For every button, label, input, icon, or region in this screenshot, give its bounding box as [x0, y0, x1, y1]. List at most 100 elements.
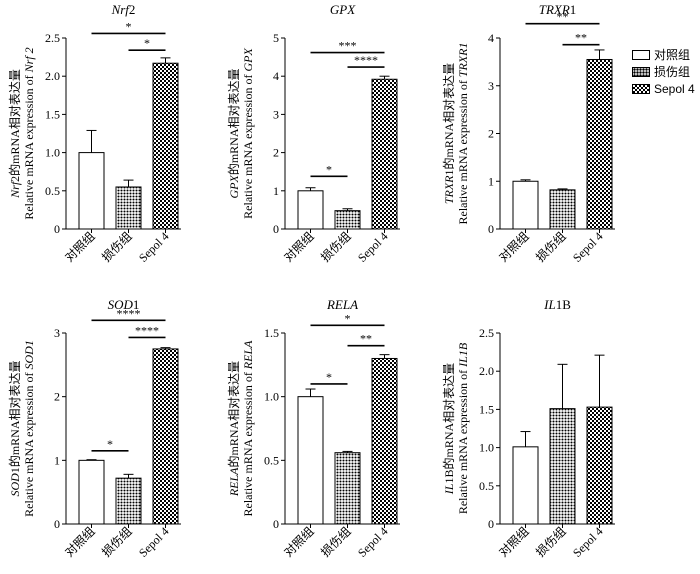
panel-title-gene: RELA [326, 297, 358, 312]
panel-title: Nrf2 [111, 2, 136, 17]
y-label-gene: GPX [241, 48, 255, 72]
y-tick-label: 0 [54, 517, 60, 531]
bar [78, 152, 105, 230]
y-tick-label: 0.5 [45, 184, 60, 198]
y-tick-label: 2.0 [479, 364, 494, 378]
x-tick-label: Sepol 4 [570, 229, 606, 265]
panel-title-suffix: 2 [129, 2, 136, 17]
y-tick-label: 4 [488, 31, 494, 45]
y-tick-label: 3 [54, 326, 60, 340]
panel-title: SOD1 [108, 297, 140, 312]
y-axis-label-cn: RELA的mRNA相对表达量 [226, 361, 241, 497]
significance-label: *** [339, 39, 357, 53]
panel-title-gene: TRXR [539, 2, 570, 17]
y-tick-label: 2 [54, 390, 60, 404]
y-tick-label: 1.5 [264, 326, 279, 340]
y-axis-label-cn: Nrf2的mRNA相对表达量 [7, 69, 22, 199]
y-axis-label-en: Relative mRNA expression of IL1B [456, 342, 470, 514]
legend-label: Sepol 4 [654, 81, 695, 96]
bar [297, 190, 324, 230]
significance-label: ** [557, 10, 569, 24]
legend-label: 损伤组 [654, 65, 691, 79]
y-tick-label: 0 [54, 222, 60, 236]
x-tick-label: Sepol 4 [355, 229, 391, 265]
x-tick-label: 损伤组 [99, 229, 134, 264]
bar [586, 406, 613, 525]
x-tick-label: Sepol 4 [136, 229, 172, 265]
x-tick-label: 对照组 [281, 524, 316, 559]
y-label-gene: IL1B [456, 342, 470, 368]
y-label-gene: TRXR1 [456, 43, 470, 78]
y-tick-label: 3 [273, 107, 279, 121]
x-tick-label: Sepol 4 [355, 524, 391, 560]
bar [297, 396, 324, 525]
x-tick-label: Sepol 4 [570, 524, 606, 560]
x-tick-label: 对照组 [62, 524, 97, 559]
y-axis-label-cn: SOD1的mRNA相对表达量 [7, 360, 22, 496]
y-label-cn-text: 的mRNA相对表达量 [226, 69, 241, 176]
legend-swatch-checker [632, 83, 650, 94]
y-tick-label: 2 [488, 127, 494, 141]
y-tick-label: 1 [273, 184, 279, 198]
x-tick-label: 损伤组 [533, 524, 568, 559]
x-tick-label: 对照组 [496, 524, 531, 559]
panel-title-suffix: 1 [570, 2, 577, 17]
y-label-gene: SOD [8, 473, 22, 497]
legend-label: 对照组 [654, 48, 691, 62]
significance-label: * [326, 162, 332, 176]
y-label-gene: Nrf [8, 180, 22, 199]
bar [78, 459, 105, 525]
x-tick-label: 损伤组 [318, 524, 353, 559]
y-tick-label: 2.5 [45, 31, 60, 45]
panel-title-gene: GPX [330, 2, 356, 17]
panel-title-suffix: 1B [556, 297, 572, 312]
y-label-en-text: Relative mRNA expression of [456, 367, 470, 514]
x-tick-label: 对照组 [281, 229, 316, 264]
panel-title: TRXR1 [539, 2, 577, 17]
y-tick-label: 2.0 [45, 69, 60, 83]
panel-title-gene: IL [543, 297, 556, 312]
panel-title-gene: Nrf [111, 2, 132, 17]
y-axis-label-en: Relative mRNA expression of GPX [241, 48, 255, 219]
y-axis-label-cn: GPX的mRNA相对表达量 [226, 69, 241, 199]
x-tick-label: Sepol 4 [136, 524, 172, 560]
significance-label: * [345, 311, 351, 325]
bar [371, 78, 398, 230]
y-tick-label: 0 [273, 517, 279, 531]
y-label-gene: SOD1 [22, 340, 36, 369]
significance-label: * [107, 437, 113, 451]
bar [586, 58, 613, 230]
panel-title: IL1B [543, 297, 571, 312]
y-label-gene: Nrf 2 [22, 47, 36, 73]
significance-label: * [326, 370, 332, 384]
x-tick-label: 对照组 [496, 229, 531, 264]
bar [152, 348, 179, 525]
y-label-cn-text: 2的mRNA相对表达量 [7, 69, 22, 182]
y-label-en-text: Relative mRNA expression of [22, 370, 36, 517]
y-label-gene: IL [442, 483, 456, 495]
legend-swatch-white [632, 49, 650, 60]
y-tick-label: 4 [273, 69, 279, 83]
bar [371, 357, 398, 525]
y-label-cn-text: 的mRNA相对表达量 [226, 361, 241, 468]
significance-label: **** [135, 323, 159, 337]
bar [115, 477, 142, 525]
x-tick-label: 损伤组 [318, 229, 353, 264]
significance-label: * [126, 19, 132, 33]
y-tick-label: 1 [54, 453, 60, 467]
bar [152, 62, 179, 230]
y-axis-label-en: Relative mRNA expression of RELA [241, 340, 255, 517]
y-label-gene: RELA [241, 340, 255, 370]
panel-title-gene: SOD [108, 297, 134, 312]
y-tick-label: 0 [488, 222, 494, 236]
y-label-en-text: Relative mRNA expression of [456, 77, 470, 224]
y-tick-label: 1.5 [45, 107, 60, 121]
legend-item-sepol4: Sepol 4 [632, 80, 700, 97]
bar [115, 186, 142, 230]
legend: 对照组 损伤组 Sepol 4 [632, 46, 700, 97]
y-label-cn-text: 1B的mRNA相对表达量 [441, 363, 456, 484]
